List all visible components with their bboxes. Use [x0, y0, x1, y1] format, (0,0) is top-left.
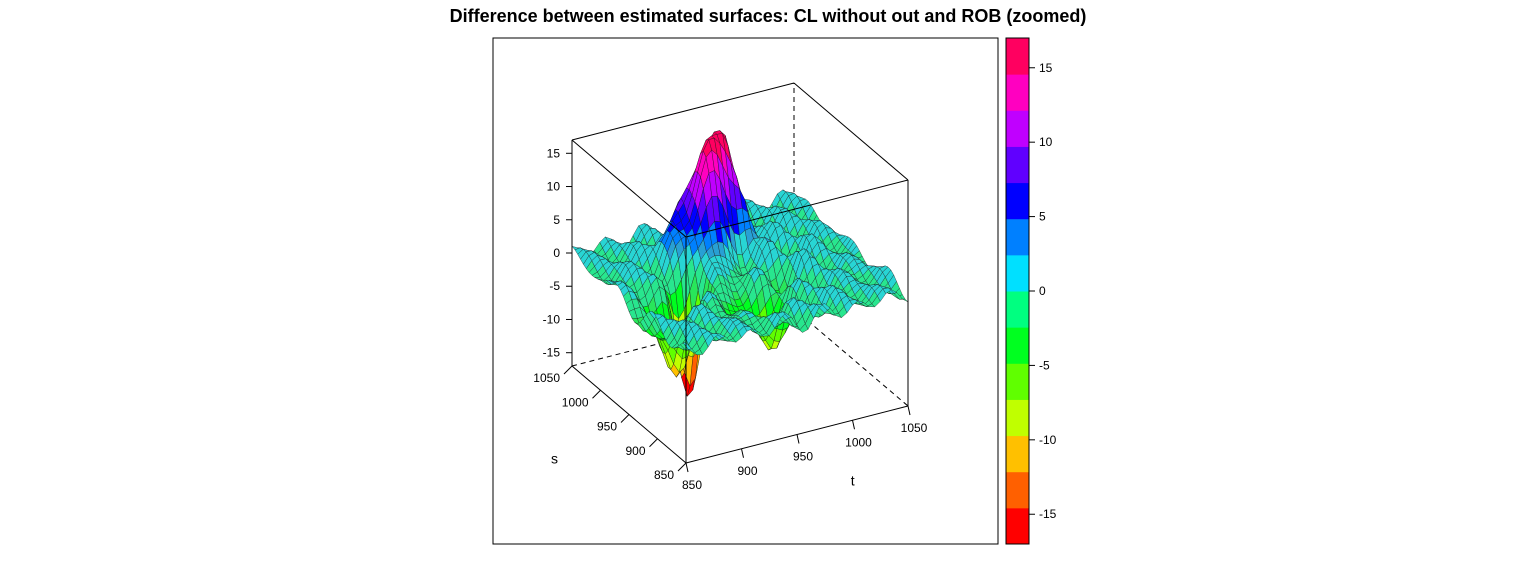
box-hidden-edge [793, 308, 909, 407]
t-tick-label: 950 [793, 450, 813, 464]
chart-title: Difference between estimated surfaces: C… [449, 6, 1087, 26]
s-tick-label: 1000 [562, 395, 589, 409]
colorbar-swatch [1006, 38, 1029, 75]
colorbar-swatch [1006, 254, 1029, 292]
s-tick-label: 900 [625, 444, 645, 458]
z-tick-label: 0 [553, 246, 560, 260]
box-edge [571, 82, 795, 141]
t-tick-label: 1000 [845, 435, 872, 449]
colorbar-swatch [1006, 363, 1029, 400]
s-tick [563, 365, 573, 375]
z-tick-label: 5 [553, 213, 560, 227]
s-tick-label: 1050 [533, 371, 560, 385]
box-edge [793, 82, 909, 181]
t-tick [907, 405, 911, 416]
surface-mesh [571, 130, 909, 398]
z-axis: -15 -10 -5 0 5 10 15 [543, 146, 572, 360]
surface-facet [899, 298, 909, 303]
colorbar-swatch [1006, 507, 1029, 545]
s-tick [649, 438, 658, 448]
t-tick-label: 1050 [901, 421, 928, 435]
s-axis-label: s [551, 450, 558, 466]
colorbar-swatch [1006, 146, 1029, 184]
colorbar-tick-label: 15 [1039, 61, 1053, 75]
s-tick [677, 462, 687, 472]
t-tick-label: 850 [682, 478, 702, 492]
t-axis: 850 900 950 1000 1050 t [682, 405, 928, 492]
t-tick [852, 420, 855, 430]
s-tick-label: 850 [654, 468, 674, 482]
colorbar-swatch [1006, 291, 1029, 328]
s-tick [620, 414, 630, 423]
z-tick-label: 15 [547, 146, 561, 160]
colorbar-tick-label: -15 [1039, 507, 1057, 521]
box-edge [685, 179, 909, 238]
z-tick-label: -5 [549, 279, 560, 293]
colorbar-swatch [1006, 218, 1029, 256]
colorbar-swatch [1006, 182, 1029, 220]
colorbar-swatch [1006, 435, 1029, 473]
colorbar-tick-label: 5 [1039, 210, 1046, 224]
colorbar-swatch [1006, 110, 1029, 147]
s-tick [592, 389, 601, 399]
colorbar-tick-label: -5 [1039, 358, 1050, 372]
s-tick-label: 950 [597, 420, 617, 434]
colorbar-swatch [1006, 471, 1029, 509]
colorbar-swatch [1006, 327, 1029, 364]
colorbar-swatch [1006, 74, 1029, 111]
colorbar-tick-label: 0 [1039, 284, 1046, 298]
z-tick-label: -15 [543, 346, 561, 360]
t-tick [685, 462, 689, 473]
t-tick [796, 434, 800, 444]
t-axis-label: t [851, 472, 855, 488]
colorbar: -15 -10 -5 0 5 10 15 [1005, 37, 1057, 545]
box-edge [571, 139, 687, 238]
z-tick-label: 10 [547, 180, 561, 194]
colorbar-tick-label: -10 [1039, 433, 1057, 447]
t-tick-label: 900 [737, 464, 757, 478]
t-tick [741, 448, 744, 458]
z-tick-label: -10 [543, 312, 561, 326]
colorbar-tick-label: 10 [1039, 135, 1053, 149]
colorbar-swatch [1006, 399, 1029, 437]
